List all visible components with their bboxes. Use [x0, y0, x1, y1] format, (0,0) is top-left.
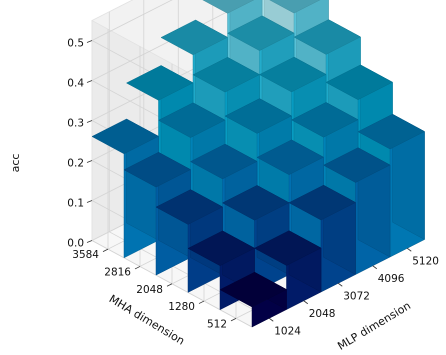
- z-tick-mark: [86, 240, 93, 243]
- z-tick-label: 0.1: [67, 198, 84, 210]
- y-tick-mark: [102, 248, 109, 253]
- x-tick-mark: [372, 265, 377, 270]
- z-tick-mark: [86, 120, 93, 123]
- y-tick-mark: [134, 266, 141, 270]
- x-tick-label: 4096: [378, 273, 405, 285]
- x-grid-line: [108, 11, 270, 319]
- y-tick-label: 3584: [72, 249, 99, 261]
- z-axis-ticks: 0.0 0.1 0.2 0.3 0.4 0.5: [67, 38, 93, 250]
- x-axis-label: MLP dimension: [335, 299, 413, 353]
- x-tick-label: 3072: [343, 290, 370, 302]
- bar-4096-512: [322, 147, 391, 275]
- y-tick-mark: [166, 283, 173, 287]
- z-tick-label: 0.2: [67, 158, 84, 170]
- x-tick-mark: [303, 300, 308, 305]
- z-tick-label: 0.0: [67, 238, 84, 250]
- z-tick-label: 0.4: [67, 78, 84, 90]
- y-tick-label: 512: [207, 318, 227, 330]
- z-tick-label: 0.5: [67, 38, 84, 50]
- y-axis-ticks: 512 1280 2048 2816 3584: [72, 248, 237, 330]
- y-tick-label: 2816: [104, 266, 131, 278]
- x-tick-label: 5120: [412, 255, 439, 267]
- z-tick-mark: [86, 40, 93, 43]
- x-axis-ticks: 1024 2048 3072 4096 5120: [269, 247, 439, 337]
- x-tick-label: 1024: [274, 325, 301, 337]
- bar-3072-512: [288, 184, 357, 293]
- z-tick-mark: [86, 200, 93, 203]
- y-tick-label: 1280: [168, 301, 195, 313]
- y-tick-label: 2048: [136, 284, 163, 296]
- x-tick-label: 2048: [309, 308, 336, 320]
- x-tick-mark: [269, 317, 274, 322]
- z-tick-label: 0.3: [67, 118, 84, 130]
- x-tick-mark: [338, 282, 343, 287]
- z-tick-mark: [86, 80, 93, 83]
- y-tick-mark: [230, 317, 237, 322]
- bars: [91, 0, 426, 328]
- bar-1024-512: [219, 271, 288, 328]
- y-tick-mark: [198, 300, 205, 304]
- z-tick-mark: [86, 160, 93, 163]
- z-axis-label: acc: [9, 154, 22, 173]
- bar-5120-512: [357, 113, 426, 258]
- x-tick-mark: [407, 247, 412, 252]
- bar-2048-512: [253, 230, 322, 310]
